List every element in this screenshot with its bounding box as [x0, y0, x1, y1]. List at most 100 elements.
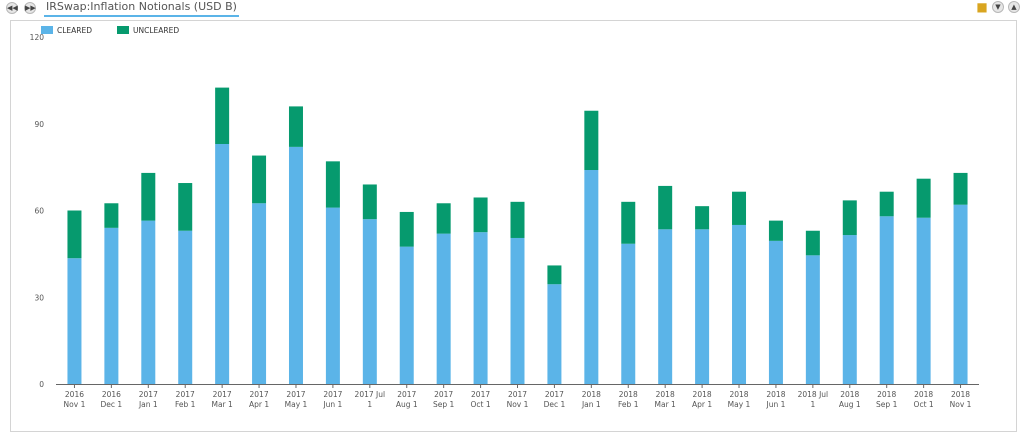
- x-tick-label: May 1: [728, 400, 751, 409]
- bar-cleared: [695, 229, 710, 384]
- x-tick-label: 2017: [139, 390, 158, 399]
- x-tick-label: Oct 1: [471, 400, 491, 409]
- bar-uncleared: [473, 197, 488, 233]
- bar-uncleared: [104, 203, 119, 228]
- x-tick-label: Feb 1: [618, 400, 639, 409]
- legend-swatch-uncleared: [117, 26, 129, 34]
- bar-uncleared: [215, 87, 230, 144]
- x-tick-label: Aug 1: [839, 400, 861, 409]
- bar-uncleared: [436, 203, 451, 234]
- bar-cleared: [953, 204, 968, 384]
- legend-swatch-cleared: [41, 26, 53, 34]
- x-tick-label: 2017 Jul: [355, 390, 386, 399]
- x-tick-label: 2017: [434, 390, 453, 399]
- x-tick-label: 1: [367, 400, 372, 409]
- bar-uncleared: [362, 184, 377, 220]
- bar-uncleared: [658, 185, 673, 230]
- x-tick-label: Dec 1: [101, 400, 123, 409]
- x-tick-label: 2017: [545, 390, 564, 399]
- bar-cleared: [768, 240, 783, 384]
- bar-uncleared: [584, 110, 599, 171]
- bar-cleared: [252, 203, 267, 384]
- x-tick-label: 2018: [840, 390, 859, 399]
- x-tick-label: 2017: [176, 390, 195, 399]
- bar-uncleared: [695, 206, 710, 230]
- x-tick-label: Jun 1: [322, 400, 342, 409]
- x-tick-label: May 1: [285, 400, 308, 409]
- x-tick-label: Jan 1: [138, 400, 158, 409]
- x-tick-label: Jun 1: [766, 400, 786, 409]
- bar-cleared: [658, 229, 673, 384]
- bar-cleared: [178, 230, 193, 384]
- x-tick-label: Mar 1: [211, 400, 233, 409]
- chevron-up-icon[interactable]: ▲: [1008, 1, 1020, 13]
- x-tick-label: Jan 1: [581, 400, 601, 409]
- x-tick-label: 2018: [877, 390, 896, 399]
- bar-uncleared: [547, 265, 562, 285]
- x-tick-label: 2018: [656, 390, 675, 399]
- bar-cleared: [842, 235, 857, 384]
- x-tick-label: Apr 1: [249, 400, 269, 409]
- bar-cleared: [621, 243, 636, 384]
- bar-uncleared: [178, 183, 193, 231]
- bar-uncleared: [67, 210, 82, 259]
- x-tick-label: Feb 1: [175, 400, 196, 409]
- x-tick-label: 2017: [286, 390, 305, 399]
- bar-cleared: [436, 233, 451, 384]
- x-tick-label: 2018: [729, 390, 748, 399]
- x-tick-label: Aug 1: [396, 400, 418, 409]
- x-tick-label: Apr 1: [692, 400, 712, 409]
- x-tick-label: 2016: [102, 390, 121, 399]
- bar-cleared: [473, 232, 488, 384]
- fast-forward-icon[interactable]: ▶▶: [24, 2, 36, 14]
- bar-uncleared: [252, 155, 267, 204]
- x-tick-label: 2017: [213, 390, 232, 399]
- bar-uncleared: [953, 172, 968, 205]
- chart-title-tab[interactable]: IRSwap:Inflation Notionals (USD B): [44, 0, 239, 17]
- bar-uncleared: [732, 191, 747, 225]
- bar-uncleared: [621, 201, 636, 244]
- y-tick-label: 120: [30, 33, 45, 42]
- bar-uncleared: [325, 161, 340, 208]
- bar-cleared: [732, 224, 747, 384]
- bar-uncleared: [141, 172, 156, 221]
- y-tick-label: 60: [34, 207, 44, 216]
- chart-panel: 0 30 60 90 120 2016 Nov 1 2016 Dec 1 2017 Jan 1 201…: [10, 20, 1017, 432]
- x-tick-label: 2018: [582, 390, 601, 399]
- bar-cleared: [215, 143, 230, 384]
- x-tick-label: Nov 1: [64, 400, 86, 409]
- x-tick-label: 2018: [619, 390, 638, 399]
- y-tick-label: 30: [34, 293, 44, 302]
- x-tick-label: 2016: [65, 390, 84, 399]
- x-tick-label: 2018 Jul: [798, 390, 829, 399]
- x-tick-label: Sep 1: [433, 400, 455, 409]
- legend-label-cleared: CLEARED: [57, 26, 92, 35]
- bar-cleared: [362, 219, 377, 384]
- x-tick-label: 1: [810, 400, 815, 409]
- bar-cleared: [141, 220, 156, 384]
- bar-cleared: [67, 258, 82, 384]
- bar-uncleared: [916, 178, 931, 218]
- bar-cleared: [879, 216, 894, 384]
- x-tick-label: Nov 1: [950, 400, 972, 409]
- rewind-icon[interactable]: ◀◀: [6, 2, 18, 14]
- bar-cleared: [584, 170, 599, 384]
- x-tick-label: Nov 1: [507, 400, 529, 409]
- chevron-down-icon[interactable]: ▼: [992, 1, 1004, 13]
- toolbar: ◀◀ ▶▶ IRSwap:Inflation Notionals (USD B)…: [0, 0, 1024, 18]
- bar-uncleared: [805, 230, 820, 256]
- y-tick-label: 0: [39, 380, 44, 389]
- x-tick-label: Dec 1: [544, 400, 566, 409]
- x-tick-label: 2018: [766, 390, 785, 399]
- legend-label-uncleared: UNCLEARED: [133, 26, 179, 35]
- bar-cleared: [288, 146, 303, 384]
- x-tick-label: 2018: [951, 390, 970, 399]
- x-tick-label: Oct 1: [914, 400, 934, 409]
- x-tick-label: 2018: [914, 390, 933, 399]
- x-tick-label: 2017: [323, 390, 342, 399]
- bar-cleared: [325, 207, 340, 384]
- folder-icon[interactable]: ■: [976, 0, 988, 14]
- bar-cleared: [104, 227, 119, 384]
- bar-uncleared: [879, 191, 894, 217]
